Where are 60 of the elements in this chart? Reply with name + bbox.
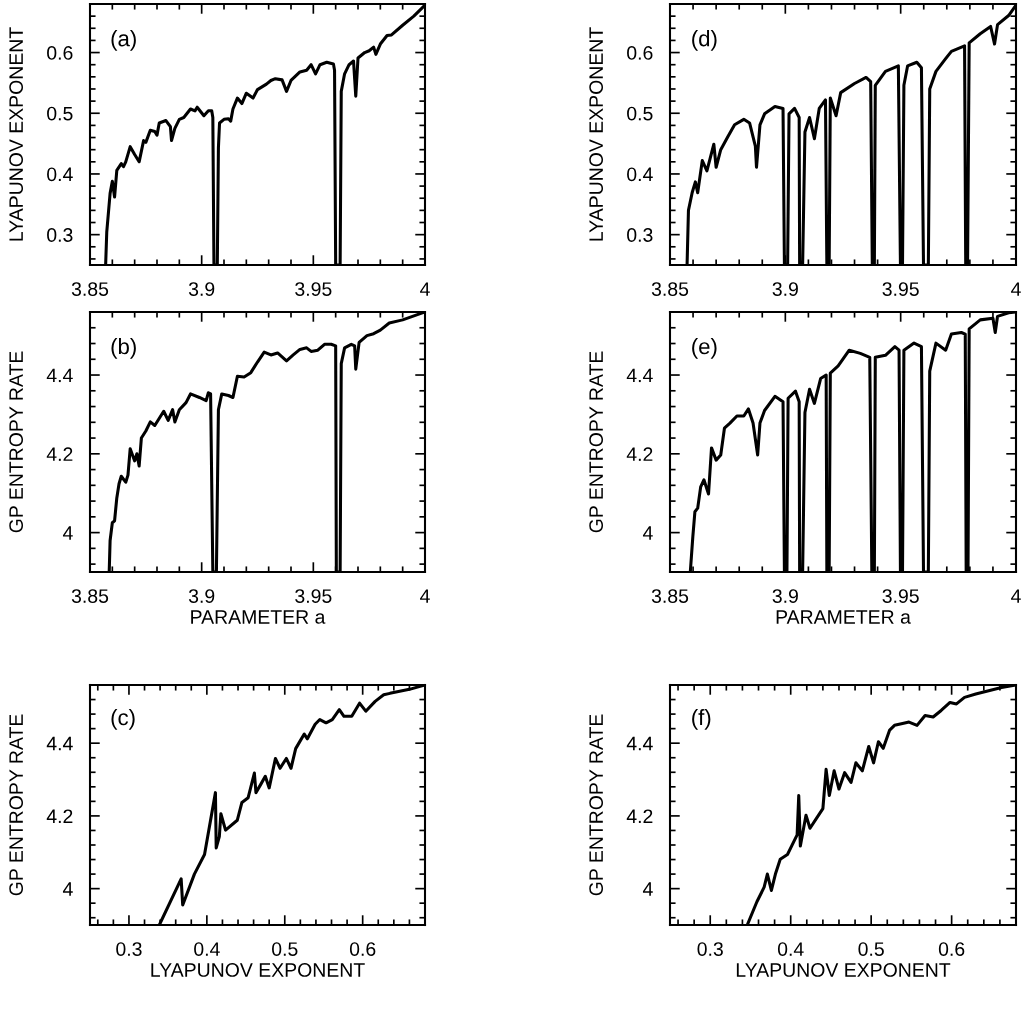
annotation: (a) bbox=[111, 30, 136, 51]
y-tick-label: 4.4 bbox=[46, 736, 73, 751]
x-tick-label: 3.95 bbox=[882, 282, 919, 296]
y-tick-label: 0.5 bbox=[47, 106, 73, 121]
y-tick-label: 0.3 bbox=[47, 228, 73, 242]
x-tick-label: 0.4 bbox=[194, 942, 220, 956]
y-tick-label: 4 bbox=[62, 526, 73, 540]
x-axis-title: LYAPUNOV EXPONENT bbox=[151, 963, 365, 977]
x-tick-label: 3.9 bbox=[772, 282, 798, 296]
y-tick-label: 0.5 bbox=[627, 106, 653, 121]
x-tick-label: 0.6 bbox=[349, 942, 376, 956]
y-tick-label: 0.4 bbox=[627, 167, 653, 182]
x-tick-label: 3.9 bbox=[188, 589, 215, 603]
y-axis-title: LYAPUNOV EXPONENT bbox=[589, 27, 604, 241]
annotation: (b) bbox=[111, 338, 136, 359]
y-axis-title: GP ENTROPY RATE bbox=[589, 351, 604, 533]
annotation: (c) bbox=[111, 709, 135, 730]
x-axis-title: PARAMETER a bbox=[776, 610, 911, 624]
y-tick-label: 4 bbox=[62, 882, 73, 896]
x-tick-label: 0.4 bbox=[777, 942, 804, 956]
y-tick-label: 4 bbox=[642, 882, 653, 896]
annotation: (d) bbox=[692, 30, 717, 51]
y-tick-label: 4.4 bbox=[626, 368, 653, 383]
x-tick-label: 3.95 bbox=[882, 589, 919, 603]
y-axis-title: GP ENTROPY RATE bbox=[9, 714, 24, 896]
annotation: (f) bbox=[692, 709, 711, 730]
x-tick-label: 3.85 bbox=[651, 589, 689, 603]
x-tick-label: 0.3 bbox=[116, 942, 142, 956]
y-axis-title: GP ENTROPY RATE bbox=[9, 351, 24, 533]
y-tick-label: 4.2 bbox=[626, 447, 653, 461]
x-tick-label: 0.6 bbox=[938, 942, 965, 956]
x-tick-label: 3.85 bbox=[71, 282, 109, 296]
y-tick-label: 0.6 bbox=[627, 46, 653, 60]
annotation: (e) bbox=[692, 338, 717, 359]
y-axis-title: LYAPUNOV EXPONENT bbox=[9, 27, 24, 241]
y-tick-label: 4.2 bbox=[626, 809, 653, 823]
x-axis-title: PARAMETER a bbox=[191, 610, 326, 624]
x-tick-label: 3.9 bbox=[772, 589, 798, 603]
x-tick-label: 4 bbox=[1011, 589, 1021, 603]
x-tick-label: 4 bbox=[420, 589, 430, 603]
y-tick-label: 4.4 bbox=[46, 368, 73, 383]
x-tick-label: 4 bbox=[420, 282, 430, 296]
x-tick-label: 0.5 bbox=[272, 942, 298, 956]
x-tick-label: 0.3 bbox=[697, 942, 723, 956]
x-tick-label: 3.85 bbox=[651, 282, 689, 296]
x-axis-title: LYAPUNOV EXPONENT bbox=[736, 963, 951, 977]
x-tick-label: 3.85 bbox=[71, 589, 109, 603]
x-tick-label: 3.95 bbox=[295, 282, 332, 296]
x-tick-label: 4 bbox=[1011, 282, 1021, 296]
y-tick-label: 4 bbox=[642, 526, 653, 540]
y-tick-label: 4.4 bbox=[626, 736, 653, 751]
y-tick-label: 0.4 bbox=[47, 167, 73, 182]
y-axis-title: GP ENTROPY RATE bbox=[589, 714, 604, 896]
x-tick-label: 3.95 bbox=[295, 589, 332, 603]
y-tick-label: 0.3 bbox=[627, 228, 653, 242]
x-tick-label: 3.9 bbox=[188, 282, 215, 296]
y-tick-label: 4.2 bbox=[46, 809, 73, 823]
y-tick-label: 4.2 bbox=[46, 447, 73, 461]
y-tick-label: 0.6 bbox=[47, 46, 73, 60]
x-tick-label: 0.5 bbox=[858, 942, 884, 956]
